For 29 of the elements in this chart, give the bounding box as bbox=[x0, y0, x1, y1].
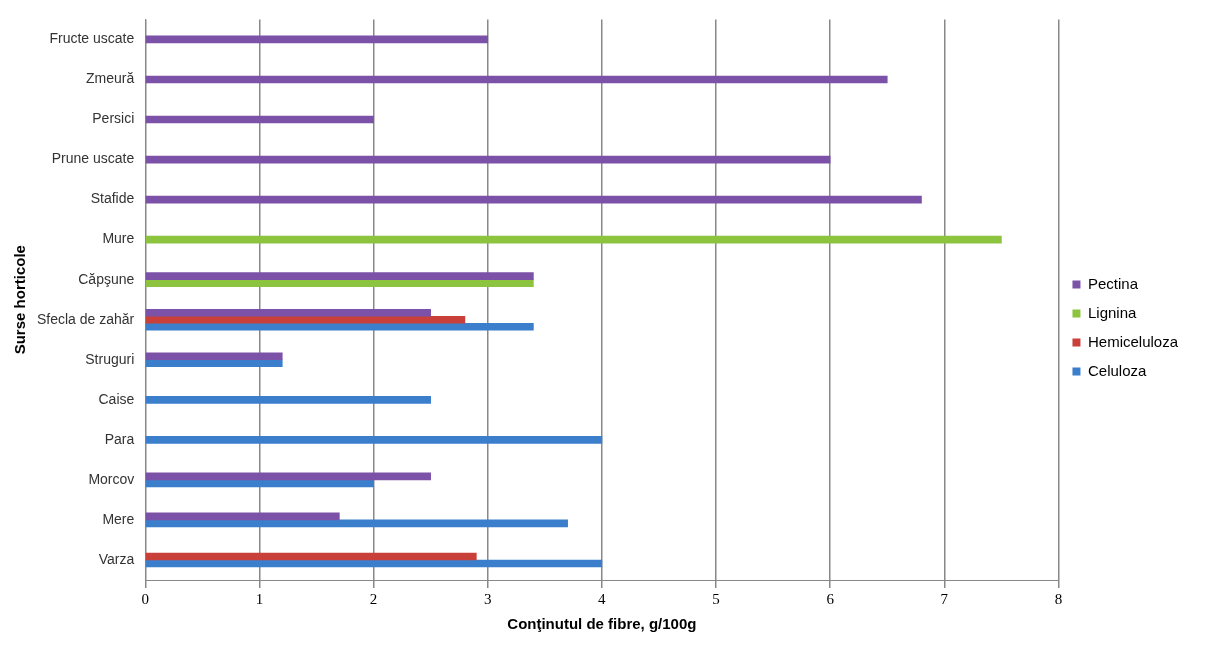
legend-label: Celuloza bbox=[1087, 361, 1147, 379]
y-tick-label: Persici bbox=[92, 110, 135, 127]
y-tick-label: Zmeură bbox=[86, 70, 135, 87]
y-tick-label: Căpşune bbox=[78, 270, 135, 287]
y-tick-label: Morcov bbox=[88, 470, 135, 487]
legend-label: Pectina bbox=[1087, 274, 1139, 292]
y-tick-label: Mure bbox=[102, 230, 135, 247]
x-tick-label: 0 bbox=[141, 590, 150, 607]
y-tick-label: Varza bbox=[98, 550, 135, 567]
y-tick-label: Caise bbox=[98, 390, 135, 407]
x-tick-label: 5 bbox=[712, 590, 720, 607]
y-tick-label: Fructe uscate bbox=[49, 30, 135, 47]
y-tick-label: Sfecla de zahăr bbox=[36, 310, 135, 327]
y-tick-label: Prune uscate bbox=[51, 150, 135, 167]
x-tick-label: 6 bbox=[826, 590, 835, 607]
legend-label: Lignina bbox=[1087, 303, 1137, 321]
x-tick-label: 1 bbox=[255, 590, 264, 607]
x-tick-label: 3 bbox=[483, 590, 492, 607]
y-axis-title: Surse horticole bbox=[11, 245, 29, 355]
y-tick-label: Struguri bbox=[85, 350, 135, 367]
y-tick-label: Mere bbox=[102, 510, 135, 527]
x-axis-title: Conţinutul de fibre, g/100g bbox=[507, 615, 697, 633]
x-tick-label: 2 bbox=[369, 590, 378, 607]
legend-label: Hemiceluloza bbox=[1087, 332, 1179, 350]
x-tick-label: 8 bbox=[1054, 590, 1063, 607]
y-tick-label: Para bbox=[104, 430, 135, 447]
x-tick-label: 4 bbox=[598, 590, 607, 607]
y-tick-label: Stafide bbox=[90, 190, 135, 207]
x-tick-label: 7 bbox=[940, 590, 949, 607]
